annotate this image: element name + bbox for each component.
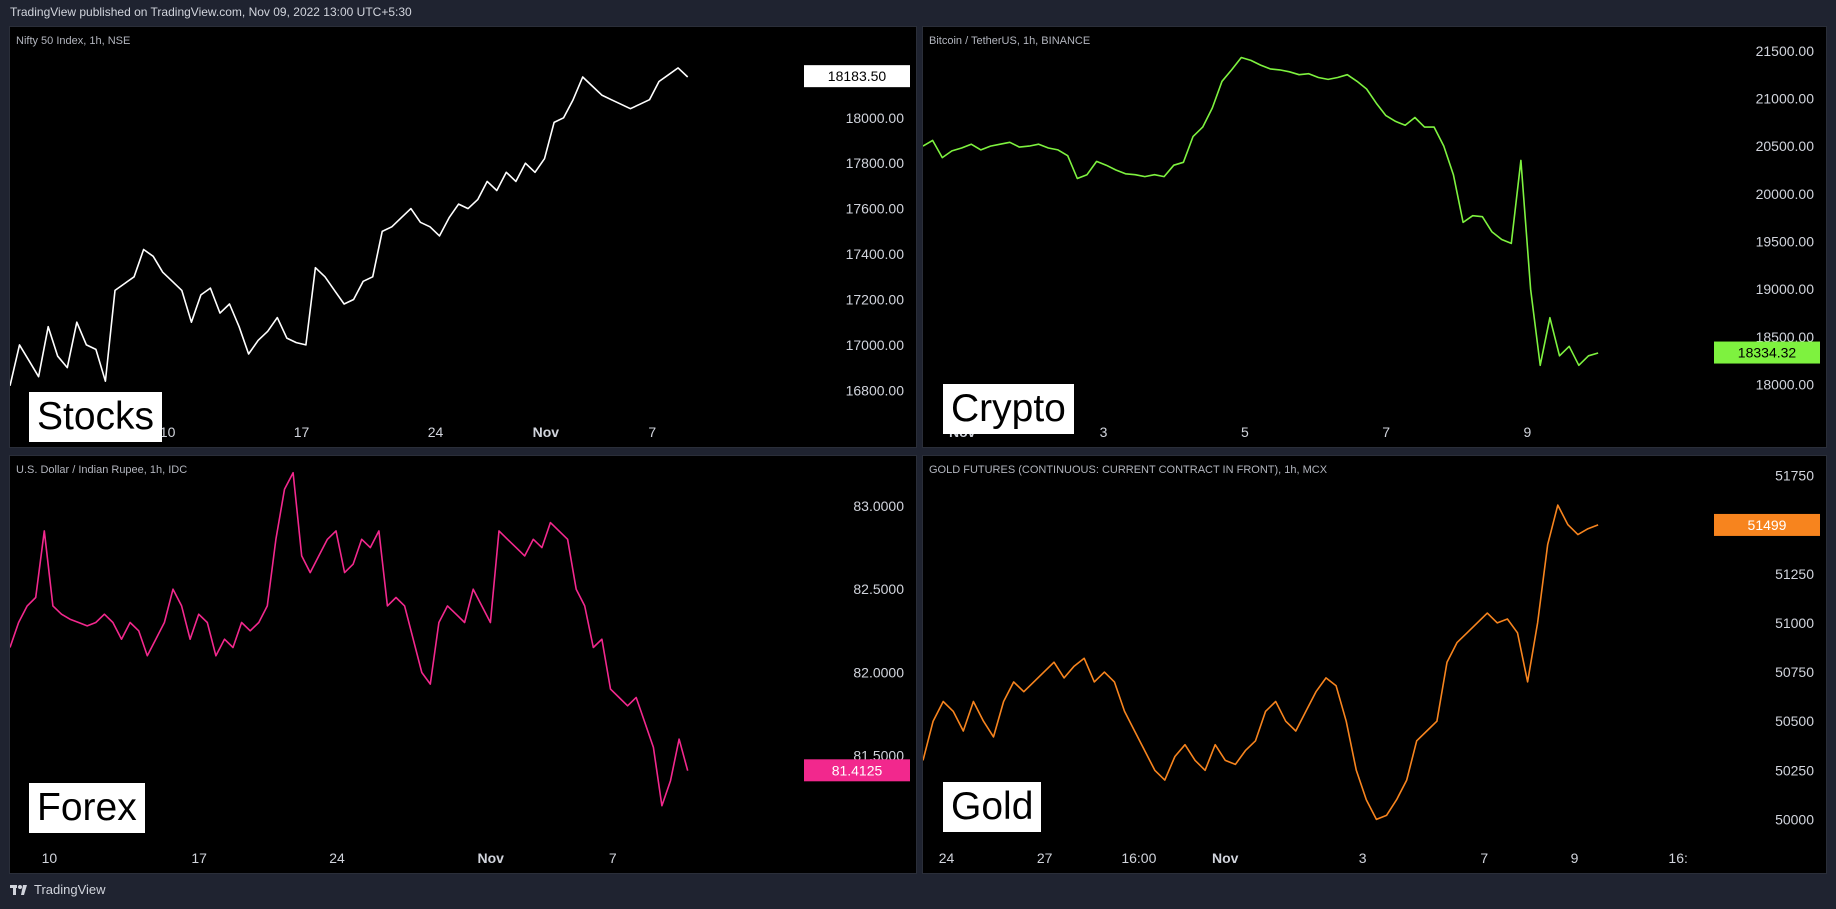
- price-series-line: [10, 67, 689, 386]
- y-tick-label: 83.0000: [853, 498, 904, 514]
- chart-category-label: Forex: [29, 783, 145, 833]
- y-tick-label: 17400.00: [846, 246, 905, 262]
- y-tick-label: 50250: [1775, 762, 1814, 778]
- x-tick-label: 10: [160, 424, 176, 440]
- x-tick-label: 7: [609, 850, 617, 866]
- x-tick-label: 17: [191, 850, 207, 866]
- x-tick-label: 24: [428, 424, 444, 440]
- x-tick-label: Nov: [477, 850, 504, 866]
- symbol-label: Nifty 50 Index, 1h, NSE: [16, 35, 131, 47]
- y-tick-label: 18000.00: [846, 110, 905, 126]
- x-tick-label: 3: [1359, 850, 1367, 866]
- x-tick-label: 16:: [1668, 850, 1687, 866]
- chart-panel-crypto: 18000.00 18500.00 19000.00 19500.00 20000.00…: [922, 26, 1827, 448]
- y-tick-label: 50500: [1775, 713, 1814, 729]
- x-tick-label: 3: [1100, 424, 1108, 440]
- last-price-badge: 18334.32: [1714, 341, 1820, 364]
- x-tick-label: Nov: [1212, 850, 1239, 866]
- last-price-badge: 81.4125: [804, 759, 910, 782]
- footer-brand: TradingView: [34, 882, 106, 897]
- y-tick-label: 19500.00: [1756, 233, 1815, 249]
- x-tick-label: 10: [42, 850, 58, 866]
- chart-category-label: Crypto: [943, 384, 1074, 434]
- y-tick-label: 82.0000: [853, 664, 904, 680]
- price-series-line: [923, 504, 1599, 821]
- y-tick-label: 19000.00: [1756, 281, 1815, 297]
- x-tick-label: 16:00: [1121, 850, 1156, 866]
- y-tick-label: 20000.00: [1756, 186, 1815, 202]
- chart-panel-gold: 5000050250505005075051000512505150051750…: [922, 455, 1827, 874]
- chart-svg: 18000.00 18500.00 19000.00 19500.00 20000.00…: [923, 43, 1820, 440]
- x-tick-label: Nov: [533, 424, 560, 440]
- y-tick-label: 51250: [1775, 566, 1814, 582]
- y-tick-label: 51000: [1775, 615, 1814, 631]
- chart-category-label: Gold: [943, 782, 1042, 832]
- y-tick-label: 18500.00: [1756, 329, 1815, 345]
- x-tick-label: 17: [294, 424, 310, 440]
- x-tick-label: 24: [329, 850, 345, 866]
- x-tick-label: 9: [1571, 850, 1579, 866]
- last-price-label: 51499: [1748, 517, 1787, 533]
- y-tick-label: 18000.00: [1756, 376, 1815, 392]
- x-tick-label: 7: [648, 424, 656, 440]
- publish-header: TradingView published on TradingView.com…: [10, 5, 412, 19]
- y-tick-label: 17600.00: [846, 201, 905, 217]
- x-tick-label: 5: [1241, 424, 1249, 440]
- y-tick-label: 82.5000: [853, 581, 904, 597]
- y-tick-label: 17000.00: [846, 337, 905, 353]
- x-tick-label: 24: [939, 850, 955, 866]
- last-price-label: 18334.32: [1738, 345, 1797, 361]
- last-price-badge: 18183.50: [804, 65, 910, 88]
- y-tick-label: 51750: [1775, 468, 1814, 484]
- x-tick-label: 7: [1480, 850, 1488, 866]
- chart-category-label: Stocks: [29, 392, 163, 442]
- chart-panel-forex: 81.5000 82.0000 82.5000 83.0000 10 17 24 Nov 7 81…: [9, 455, 917, 874]
- tradingview-logo-icon: [10, 884, 27, 895]
- last-price-label: 81.4125: [832, 762, 883, 778]
- y-tick-label: 50000: [1775, 811, 1814, 827]
- chart-svg: 16800.00 17000.00 17200.00 17400.00 17600.00…: [10, 65, 910, 440]
- chart-panel-stocks: 16800.00 17000.00 17200.00 17400.00 17600.00…: [9, 26, 917, 448]
- x-tick-label: 7: [1382, 424, 1390, 440]
- symbol-label: Bitcoin / TetherUS, 1h, BINANCE: [929, 35, 1091, 47]
- y-tick-label: 21500.00: [1756, 43, 1815, 59]
- x-tick-label: 9: [1524, 424, 1532, 440]
- y-tick-label: 50750: [1775, 664, 1814, 680]
- price-series-line: [10, 471, 689, 807]
- symbol-label: GOLD FUTURES (CONTINUOUS: CURRENT CONTRA…: [929, 464, 1328, 476]
- footer: TradingView: [10, 882, 106, 897]
- chart-svg: 5000050250505005075051000512505150051750…: [923, 468, 1820, 866]
- y-tick-label: 17200.00: [846, 291, 905, 307]
- symbol-label: U.S. Dollar / Indian Rupee, 1h, IDC: [16, 464, 188, 476]
- last-price-label: 18183.50: [828, 68, 887, 84]
- y-tick-label: 16800.00: [846, 382, 905, 398]
- y-tick-label: 17800.00: [846, 155, 905, 171]
- y-tick-label: 20500.00: [1756, 138, 1815, 154]
- y-tick-label: 21000.00: [1756, 90, 1815, 106]
- price-series-line: [923, 56, 1599, 367]
- x-tick-label: 27: [1037, 850, 1053, 866]
- last-price-badge: 51499: [1714, 513, 1820, 536]
